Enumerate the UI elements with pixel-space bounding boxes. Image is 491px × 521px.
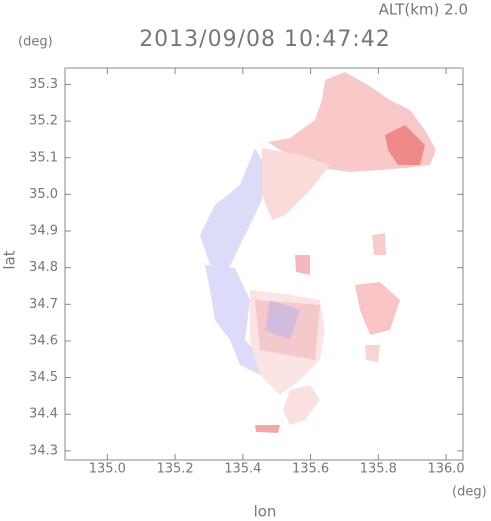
x-tick-label: 135.4 [224,462,261,477]
echo-area [283,385,320,425]
echo-cluster [265,300,300,340]
echo-area [200,148,262,270]
x-tick-label: 135.8 [360,462,397,477]
echo-area [255,425,280,433]
y-unit: (deg) [18,35,53,50]
y-tick-label: 34.8 [29,260,58,275]
echo-area [355,282,400,335]
x-tick-label: 135.0 [89,462,126,477]
echo-core [385,125,425,165]
y-tick-label: 34.3 [29,443,58,458]
chart-title: 2013/09/08 10:47:42 [139,27,391,52]
plot-frame [64,67,464,461]
x-tick-label: 135.2 [156,462,193,477]
y-tick-label: 34.7 [29,297,58,312]
y-tick-label: 34.9 [29,224,58,239]
x-tick-label: 135.6 [292,462,329,477]
echo-area [295,255,310,275]
echo-area [372,233,386,255]
echo-area [205,265,265,375]
y-tick-label: 34.6 [29,333,58,348]
y-axis-label: lat [1,250,19,269]
echo-area [365,345,380,362]
x-tick-label: 136.0 [427,462,464,477]
echo-area [262,148,330,220]
radar-field [200,72,436,433]
x-axis-label: lon [254,503,277,521]
y-tick-label: 34.5 [29,370,58,385]
y-tick-label: 35.3 [29,77,58,92]
y-tick-label: 34.4 [29,407,58,422]
y-tick-label: 35.2 [29,114,58,129]
altitude-label: ALT(km) 2.0 [379,1,468,19]
y-tick-label: 35.0 [29,187,58,202]
x-unit: (deg) [452,485,487,500]
y-tick-label: 35.1 [29,150,58,165]
